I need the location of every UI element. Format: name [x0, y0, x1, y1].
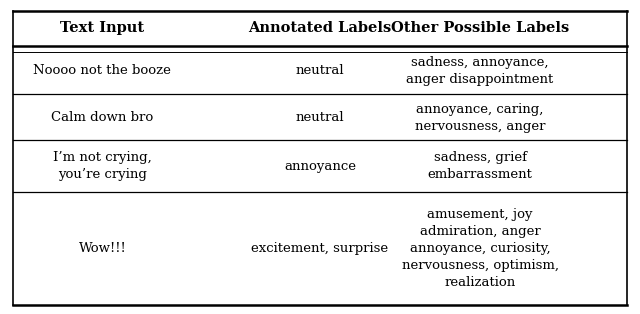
Text: sadness, grief
embarrassment: sadness, grief embarrassment	[428, 151, 532, 181]
Text: neutral: neutral	[296, 111, 344, 124]
Text: annoyance: annoyance	[284, 160, 356, 173]
Text: Calm down bro: Calm down bro	[51, 111, 154, 124]
Text: Noooo not the booze: Noooo not the booze	[33, 64, 172, 77]
Text: Annotated Labels: Annotated Labels	[248, 21, 392, 35]
Text: amusement, joy
admiration, anger
annoyance, curiosity,
nervousness, optimism,
re: amusement, joy admiration, anger annoyan…	[401, 208, 559, 289]
Text: annoyance, caring,
nervousness, anger: annoyance, caring, nervousness, anger	[415, 103, 545, 133]
Text: I’m not crying,
you’re crying: I’m not crying, you’re crying	[53, 151, 152, 181]
Text: excitement, surprise: excitement, surprise	[252, 241, 388, 255]
Text: Wow!!!: Wow!!!	[79, 241, 126, 255]
Text: Text Input: Text Input	[60, 21, 145, 35]
Text: neutral: neutral	[296, 64, 344, 77]
Text: sadness, annoyance,
anger disappointment: sadness, annoyance, anger disappointment	[406, 56, 554, 86]
Text: Other Possible Labels: Other Possible Labels	[391, 21, 569, 35]
